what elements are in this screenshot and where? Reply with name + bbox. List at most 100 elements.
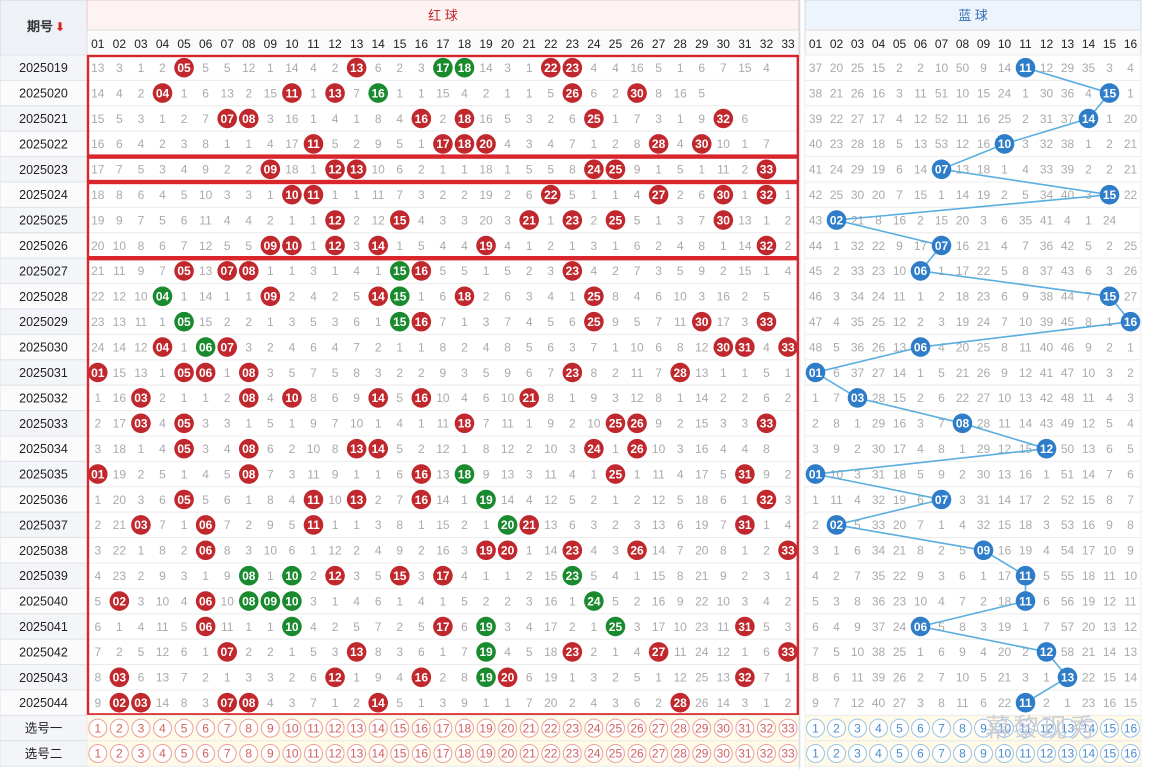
drawn-blue-ball[interactable] — [826, 515, 847, 535]
drawn-blue-ball[interactable] — [805, 362, 826, 383]
select-red-option[interactable] — [756, 718, 776, 738]
select-red-option[interactable] — [454, 744, 474, 763]
drawn-red-ball[interactable] — [670, 692, 690, 713]
select-blue-option[interactable] — [1016, 718, 1035, 738]
select-blue-option[interactable] — [1079, 718, 1098, 738]
select-red-option[interactable] — [713, 718, 733, 738]
select-blue-option[interactable] — [1058, 744, 1077, 763]
select-red-option[interactable] — [325, 744, 345, 763]
drawn-red-ball[interactable] — [368, 286, 388, 307]
drawn-blue-ball[interactable] — [994, 134, 1015, 154]
drawn-red-ball[interactable] — [282, 83, 302, 103]
drawn-red-ball[interactable] — [756, 413, 777, 434]
select-red-option[interactable] — [692, 744, 712, 763]
drawn-red-ball[interactable] — [735, 616, 755, 637]
drawn-red-ball[interactable] — [497, 540, 518, 561]
select-red-option[interactable] — [778, 718, 798, 738]
drawn-red-ball[interactable] — [325, 83, 345, 103]
drawn-blue-ball[interactable] — [1015, 57, 1036, 78]
select-red-option[interactable] — [282, 718, 302, 738]
drawn-red-ball[interactable] — [713, 337, 734, 357]
drawn-blue-ball[interactable] — [952, 413, 973, 434]
select-blue-option[interactable] — [932, 744, 951, 763]
drawn-red-ball[interactable] — [691, 134, 712, 154]
drawn-blue-ball[interactable] — [931, 235, 952, 256]
select-red-option[interactable] — [605, 744, 625, 763]
select-red-option[interactable] — [756, 744, 776, 763]
drawn-red-ball[interactable] — [584, 159, 604, 180]
drawn-red-ball[interactable] — [217, 261, 238, 281]
select-red-option[interactable] — [541, 744, 561, 763]
drawn-red-ball[interactable] — [605, 210, 626, 230]
drawn-red-ball[interactable] — [562, 362, 583, 383]
select-red-option[interactable] — [584, 744, 604, 763]
drawn-red-ball[interactable] — [476, 616, 496, 637]
select-red-option[interactable] — [692, 718, 712, 738]
drawn-red-ball[interactable] — [454, 108, 475, 129]
drawn-red-ball[interactable] — [627, 83, 647, 103]
drawn-red-ball[interactable] — [346, 642, 367, 662]
drawn-red-ball[interactable] — [389, 311, 410, 332]
select-red-option[interactable] — [562, 744, 582, 763]
drawn-red-ball[interactable] — [152, 286, 173, 307]
drawn-red-ball[interactable] — [131, 692, 151, 713]
select-red-option[interactable] — [670, 718, 690, 738]
drawn-blue-ball[interactable] — [931, 489, 952, 510]
drawn-red-ball[interactable] — [411, 311, 432, 332]
select-red-option[interactable] — [368, 744, 388, 763]
drawn-red-ball[interactable] — [195, 515, 216, 535]
drawn-red-ball[interactable] — [303, 184, 324, 205]
select-red-option[interactable] — [347, 718, 367, 738]
drawn-red-ball[interactable] — [346, 489, 367, 510]
select-blue-option[interactable] — [995, 718, 1014, 738]
drawn-red-ball[interactable] — [238, 108, 259, 129]
select-blue-option[interactable] — [1100, 744, 1119, 763]
select-red-option[interactable] — [649, 718, 669, 738]
drawn-red-ball[interactable] — [454, 57, 475, 78]
drawn-red-ball[interactable] — [238, 388, 259, 408]
drawn-red-ball[interactable] — [756, 311, 777, 332]
drawn-red-ball[interactable] — [433, 616, 453, 637]
select-red-option[interactable] — [735, 718, 755, 738]
drawn-red-ball[interactable] — [584, 108, 604, 129]
drawn-red-ball[interactable] — [238, 591, 259, 611]
drawn-red-ball[interactable] — [778, 540, 798, 561]
drawn-red-ball[interactable] — [562, 57, 583, 78]
drawn-red-ball[interactable] — [238, 692, 259, 713]
drawn-blue-ball[interactable] — [1015, 692, 1036, 713]
drawn-red-ball[interactable] — [476, 642, 496, 662]
drawn-blue-ball[interactable] — [1015, 565, 1036, 586]
drawn-blue-ball[interactable] — [805, 464, 826, 484]
drawn-red-ball[interactable] — [174, 438, 194, 459]
drawn-red-ball[interactable] — [260, 286, 281, 307]
drawn-red-ball[interactable] — [389, 286, 410, 307]
drawn-red-ball[interactable] — [131, 388, 151, 408]
drawn-blue-ball[interactable] — [931, 159, 952, 180]
drawn-red-ball[interactable] — [540, 184, 561, 205]
drawn-red-ball[interactable] — [605, 159, 626, 180]
drawn-red-ball[interactable] — [476, 134, 496, 154]
select-red-option[interactable] — [541, 718, 561, 738]
drawn-red-ball[interactable] — [109, 692, 130, 713]
select-red-option[interactable] — [627, 718, 647, 738]
select-blue-option[interactable] — [806, 744, 825, 763]
drawn-red-ball[interactable] — [174, 362, 194, 383]
drawn-red-ball[interactable] — [605, 413, 626, 434]
drawn-red-ball[interactable] — [519, 515, 539, 535]
drawn-blue-ball[interactable] — [1120, 311, 1141, 332]
drawn-red-ball[interactable] — [217, 108, 238, 129]
drawn-red-ball[interactable] — [389, 261, 410, 281]
select-red-option[interactable] — [88, 718, 108, 738]
drawn-red-ball[interactable] — [735, 337, 755, 357]
drawn-red-ball[interactable] — [368, 438, 388, 459]
select-red-option[interactable] — [303, 718, 323, 738]
drawn-red-ball[interactable] — [454, 413, 475, 434]
drawn-red-ball[interactable] — [497, 515, 518, 535]
select-red-option[interactable] — [109, 718, 129, 738]
select-red-option[interactable] — [196, 718, 216, 738]
drawn-red-ball[interactable] — [368, 692, 388, 713]
select-red-option[interactable] — [152, 744, 172, 763]
select-red-option[interactable] — [433, 744, 453, 763]
drawn-red-ball[interactable] — [605, 616, 626, 637]
drawn-red-ball[interactable] — [195, 337, 216, 357]
